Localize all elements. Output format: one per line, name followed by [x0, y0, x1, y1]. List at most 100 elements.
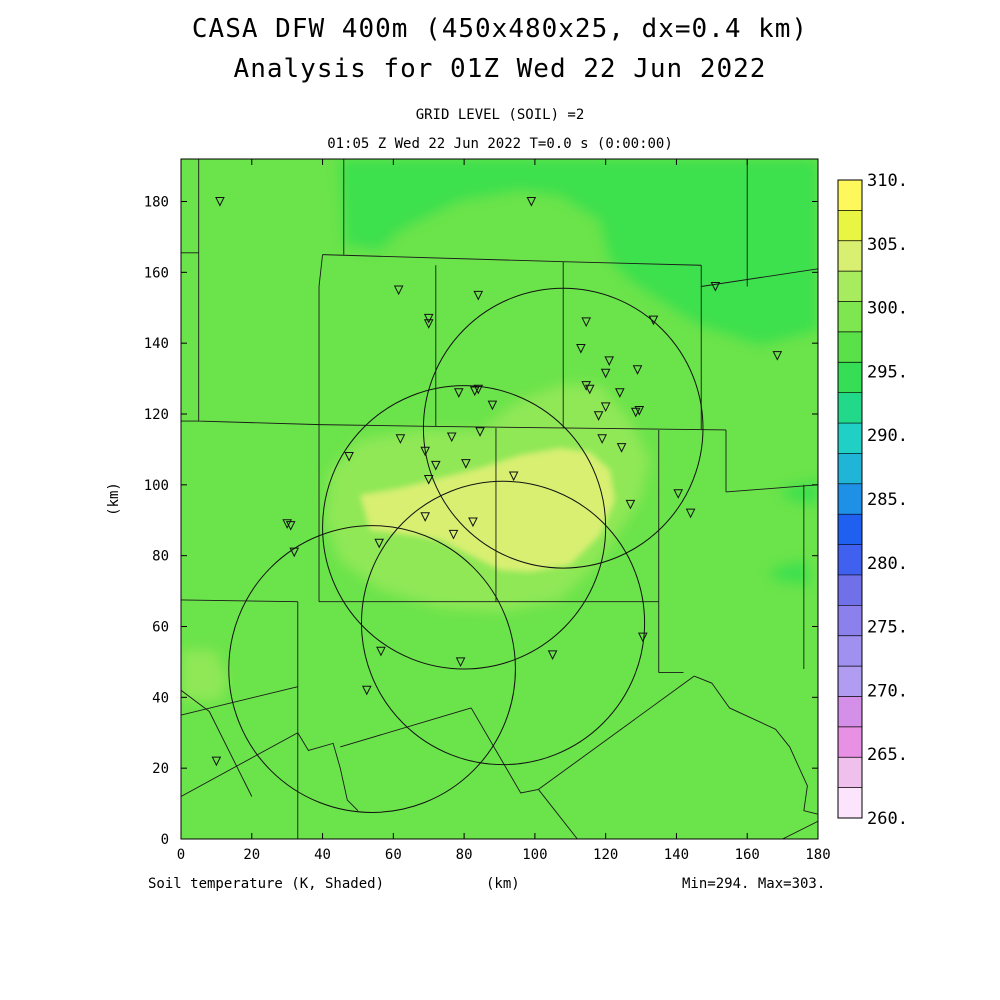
colorbar-label: 295.	[867, 362, 908, 382]
county-line	[538, 675, 695, 790]
x-tick-label: 80	[456, 847, 473, 863]
station-marker	[673, 489, 684, 499]
station-marker	[600, 402, 611, 413]
y-tick-label: 0	[161, 832, 169, 848]
x-tick-label: 60	[385, 847, 402, 863]
station-marker	[584, 384, 595, 395]
station-marker	[448, 529, 459, 540]
station-marker	[446, 432, 457, 443]
station-markers	[211, 197, 783, 767]
colorbar-swatch	[838, 362, 862, 394]
county-line	[782, 820, 818, 839]
colorbar-swatch	[838, 210, 862, 242]
station-marker	[455, 657, 466, 668]
colorbar-label: 290.	[867, 426, 908, 446]
cool-region-north	[340, 159, 818, 345]
title-line-2: Analysis for 01Z Wed 22 Jun 2022	[233, 54, 767, 84]
x-tick-label: 180	[805, 847, 830, 863]
station-marker	[547, 650, 558, 660]
station-marker	[508, 471, 519, 482]
x-tick-label: 140	[664, 847, 689, 863]
station-marker	[374, 538, 384, 549]
subtitle-valid-time: 01:05 Z Wed 22 Jun 2022 T=0.0 s (0:00:00…	[327, 136, 673, 152]
radar-ring	[322, 385, 607, 670]
colorbar-frame	[837, 179, 863, 819]
station-marker	[282, 519, 292, 529]
station-marker	[420, 446, 430, 457]
colorbar-swatch	[838, 180, 862, 211]
station-marker	[710, 282, 721, 292]
station-marker	[285, 521, 296, 531]
warmest-region	[360, 448, 615, 572]
station-marker	[615, 388, 625, 398]
shaded-field	[181, 159, 818, 839]
subtitle-grid-level: GRID LEVEL (SOIL) =2	[415, 107, 585, 123]
county-line	[181, 689, 210, 712]
county-boundaries	[181, 159, 818, 839]
colorbar-swatch	[838, 757, 862, 789]
y-axis-label: (km)	[106, 482, 122, 516]
county-line	[181, 599, 298, 603]
county-line	[563, 261, 702, 266]
county-line	[297, 732, 359, 811]
field-description: Soil temperature (K, Shaded)	[148, 876, 385, 892]
x-tick-label: 100	[522, 847, 547, 863]
colorbar-swatch	[838, 483, 862, 515]
county-line	[725, 484, 818, 493]
y-tick-label: 20	[152, 761, 169, 777]
y-tick-label: 60	[152, 620, 169, 636]
station-marker	[648, 315, 659, 326]
station-marker	[685, 508, 696, 519]
cool-region-southeast	[770, 560, 810, 585]
station-marker	[597, 434, 607, 444]
station-marker	[461, 459, 471, 469]
station-marker	[616, 443, 627, 453]
colorbar-swatch	[838, 331, 862, 363]
y-tick-label: 80	[152, 549, 169, 565]
county-line	[322, 254, 564, 263]
colorbar-swatch	[838, 392, 862, 424]
station-marker	[393, 285, 404, 296]
station-marker	[423, 319, 434, 329]
min-max-readout: Min=294. Max=303.	[682, 876, 826, 892]
x-tick-label: 40	[314, 847, 331, 863]
county-line	[319, 424, 436, 427]
radar-range-rings	[228, 287, 704, 813]
county-line	[538, 789, 578, 839]
colorbar-swatch	[838, 787, 862, 819]
colorbar-swatch	[838, 544, 862, 576]
station-marker	[487, 400, 498, 411]
station-marker	[376, 646, 386, 657]
station-marker	[638, 632, 648, 643]
station-marker	[634, 405, 645, 416]
colorbar-swatch	[838, 726, 862, 758]
colorbar-swatch	[838, 453, 862, 485]
warm-region-west	[182, 650, 228, 700]
colorbar-swatch	[838, 271, 862, 303]
radar-ring	[228, 525, 516, 813]
colorbar-label: 270.	[867, 681, 908, 701]
station-marker	[395, 434, 406, 444]
colorbar-label: 280.	[867, 554, 908, 574]
station-marker	[430, 460, 441, 471]
station-marker	[625, 499, 636, 510]
county-line	[470, 707, 539, 794]
station-marker	[344, 452, 354, 462]
colorbar-label: 260.	[867, 809, 908, 829]
station-marker	[453, 388, 464, 398]
county-line	[340, 707, 472, 748]
colorbar-swatch	[838, 514, 862, 546]
station-marker	[581, 317, 592, 328]
station-marker	[211, 756, 222, 767]
county-line	[208, 711, 253, 797]
colorbar-label: 305.	[867, 235, 908, 255]
station-marker	[420, 512, 430, 522]
station-marker	[361, 685, 372, 696]
station-marker	[526, 197, 537, 207]
x-tick-label: 160	[735, 847, 760, 863]
y-axis: 0 20 40 60 80 100 120 140 160 180	[144, 195, 818, 848]
station-marker	[468, 517, 478, 528]
colorbar-label: 300.	[867, 299, 908, 319]
colorbar-label: 310.	[867, 171, 908, 191]
